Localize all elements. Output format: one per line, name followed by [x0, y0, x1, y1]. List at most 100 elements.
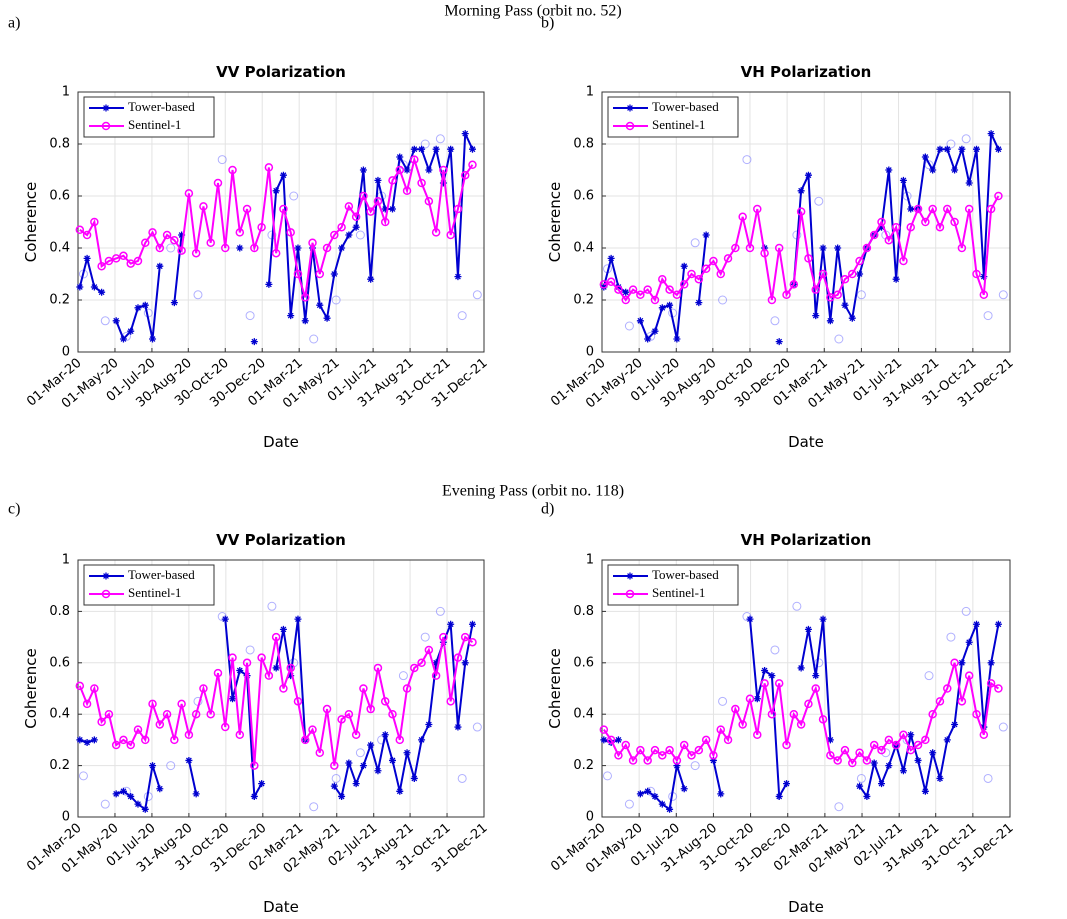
legend-marker [102, 104, 110, 112]
marker [228, 165, 237, 175]
marker [308, 238, 317, 248]
marker [402, 684, 412, 693]
marker [972, 269, 981, 279]
marker [658, 304, 666, 312]
marker [826, 736, 834, 744]
marker [184, 189, 194, 198]
marker [643, 756, 652, 765]
y-tick-label: 0.4 [573, 707, 594, 722]
marker [760, 679, 769, 688]
scatter-point [100, 316, 110, 326]
marker [899, 256, 908, 266]
marker [351, 730, 361, 740]
marker [804, 699, 813, 709]
marker [330, 270, 338, 278]
marker [636, 317, 644, 325]
marker [614, 283, 622, 291]
marker [432, 659, 440, 667]
marker [191, 709, 201, 719]
x-axis-label: Date [788, 898, 824, 916]
marker [869, 740, 879, 750]
marker [468, 637, 477, 647]
scatter-point [983, 773, 993, 783]
scatter-point [331, 295, 341, 305]
marker [782, 740, 791, 750]
y-tick-label: 0 [62, 345, 70, 360]
marker [891, 222, 901, 232]
marker [731, 704, 740, 714]
scatter-point [742, 155, 752, 165]
marker [338, 244, 346, 252]
marker [229, 695, 237, 703]
marker [424, 196, 434, 206]
marker [702, 231, 710, 239]
marker [439, 179, 447, 187]
marker [789, 709, 799, 719]
marker [841, 301, 849, 309]
y-tick-label: 0 [62, 810, 70, 825]
marker [701, 735, 711, 745]
legend-label: Sentinel-1 [652, 117, 705, 132]
marker [250, 761, 259, 770]
marker [694, 745, 704, 755]
marker [380, 217, 390, 227]
series-line [79, 155, 474, 298]
marker [213, 668, 223, 678]
axes-frame [77, 91, 485, 353]
panel-label: a) [8, 15, 20, 32]
y-tick-label: 0.2 [49, 293, 70, 308]
y-tick-label: 0.6 [573, 189, 594, 204]
marker [388, 709, 397, 719]
legend-label: Tower-based [652, 99, 719, 114]
marker [621, 740, 630, 750]
section-heading: Morning Pass (orbit no. 52) [444, 3, 621, 20]
marker [622, 288, 630, 296]
marker [177, 246, 186, 255]
scatter-point [100, 799, 110, 809]
marker [199, 684, 208, 693]
marker [826, 293, 835, 302]
marker [628, 756, 638, 765]
legend-box [607, 96, 739, 138]
marker [928, 204, 937, 214]
marker [819, 244, 827, 252]
marker [395, 735, 405, 745]
series-line [603, 662, 1000, 765]
marker [665, 285, 674, 294]
marker [606, 277, 616, 287]
scatter-point [690, 238, 700, 248]
marker [709, 751, 718, 760]
scatter-point [690, 761, 700, 771]
marker [687, 269, 696, 279]
marker [112, 790, 120, 798]
marker [811, 285, 820, 294]
marker [359, 684, 368, 693]
marker [665, 745, 674, 755]
marker [111, 740, 121, 750]
marker [374, 176, 382, 184]
legend-label: Sentinel-1 [652, 585, 705, 600]
marker [381, 731, 389, 739]
scatter-point [961, 134, 971, 144]
marker [943, 145, 951, 153]
marker [374, 767, 382, 775]
marker [980, 273, 988, 281]
marker [606, 735, 616, 745]
y-tick-label: 1 [62, 85, 70, 100]
scatter-point [435, 134, 445, 144]
scatter-point [472, 722, 482, 732]
marker [388, 205, 396, 213]
marker [264, 163, 274, 172]
marker [723, 735, 733, 745]
marker [323, 314, 331, 322]
marker [148, 228, 157, 237]
marker [855, 256, 864, 266]
marker [460, 632, 470, 642]
marker [658, 274, 667, 284]
marker [644, 335, 652, 343]
marker [972, 709, 981, 719]
marker [899, 730, 908, 740]
marker [104, 709, 114, 719]
marker [119, 735, 128, 745]
